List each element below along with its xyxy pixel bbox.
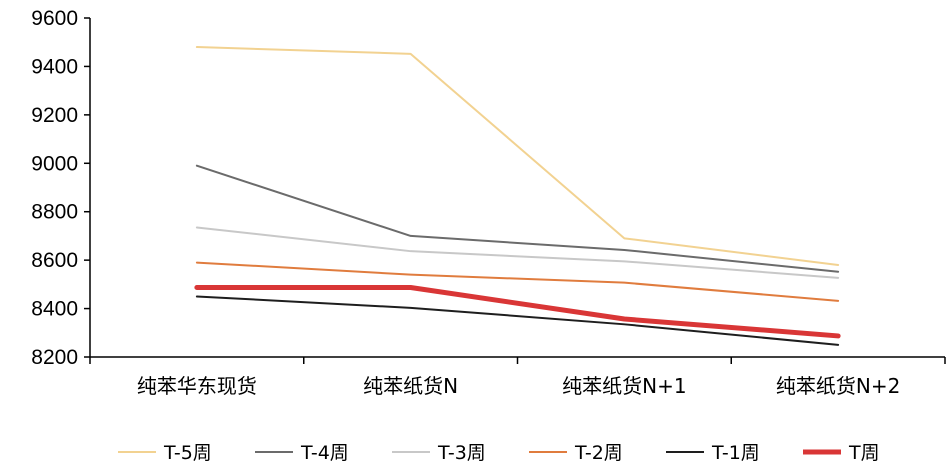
- x-tick-label: 纯苯纸货N: [363, 374, 458, 398]
- x-tick-label: 纯苯华东现货: [137, 374, 257, 398]
- series-line-3: [195, 261, 840, 302]
- y-tick-label: 9200: [31, 104, 78, 127]
- series-line-5: [194, 285, 841, 339]
- x-axis: 纯苯华东现货 纯苯纸货N 纯苯纸货N+1 纯苯纸货N+2: [89, 356, 946, 398]
- legend: T-5周 T-4周 T-3周 T-2周 T-1周 T周: [118, 442, 880, 464]
- y-tick-label: 8200: [31, 346, 78, 369]
- legend-label: T-5周: [163, 442, 212, 464]
- y-tick-label: 8800: [31, 201, 78, 224]
- legend-label: T-2周: [574, 442, 623, 464]
- legend-label: T-4周: [300, 442, 349, 464]
- series-lines: [194, 46, 841, 346]
- y-tick-label: 9400: [31, 55, 78, 78]
- y-tick-label: 8400: [31, 298, 78, 321]
- legend-label: T-3周: [437, 442, 486, 464]
- series-line-1: [195, 164, 840, 273]
- y-tick-label: 9600: [31, 7, 78, 30]
- series-line-4: [195, 295, 840, 346]
- series-line-2: [195, 226, 840, 279]
- series-line-0: [195, 46, 840, 266]
- legend-label: T周: [848, 442, 880, 464]
- x-tick-label: 纯苯纸货N+1: [562, 374, 686, 398]
- x-tick-label: 纯苯纸货N+2: [776, 374, 900, 398]
- y-axis: 8200 8400 8600 8800 9000 9200 9400 9600: [31, 7, 91, 369]
- y-tick-label: 9000: [31, 152, 78, 175]
- legend-label: T-1周: [711, 442, 760, 464]
- y-tick-label: 8600: [31, 249, 78, 272]
